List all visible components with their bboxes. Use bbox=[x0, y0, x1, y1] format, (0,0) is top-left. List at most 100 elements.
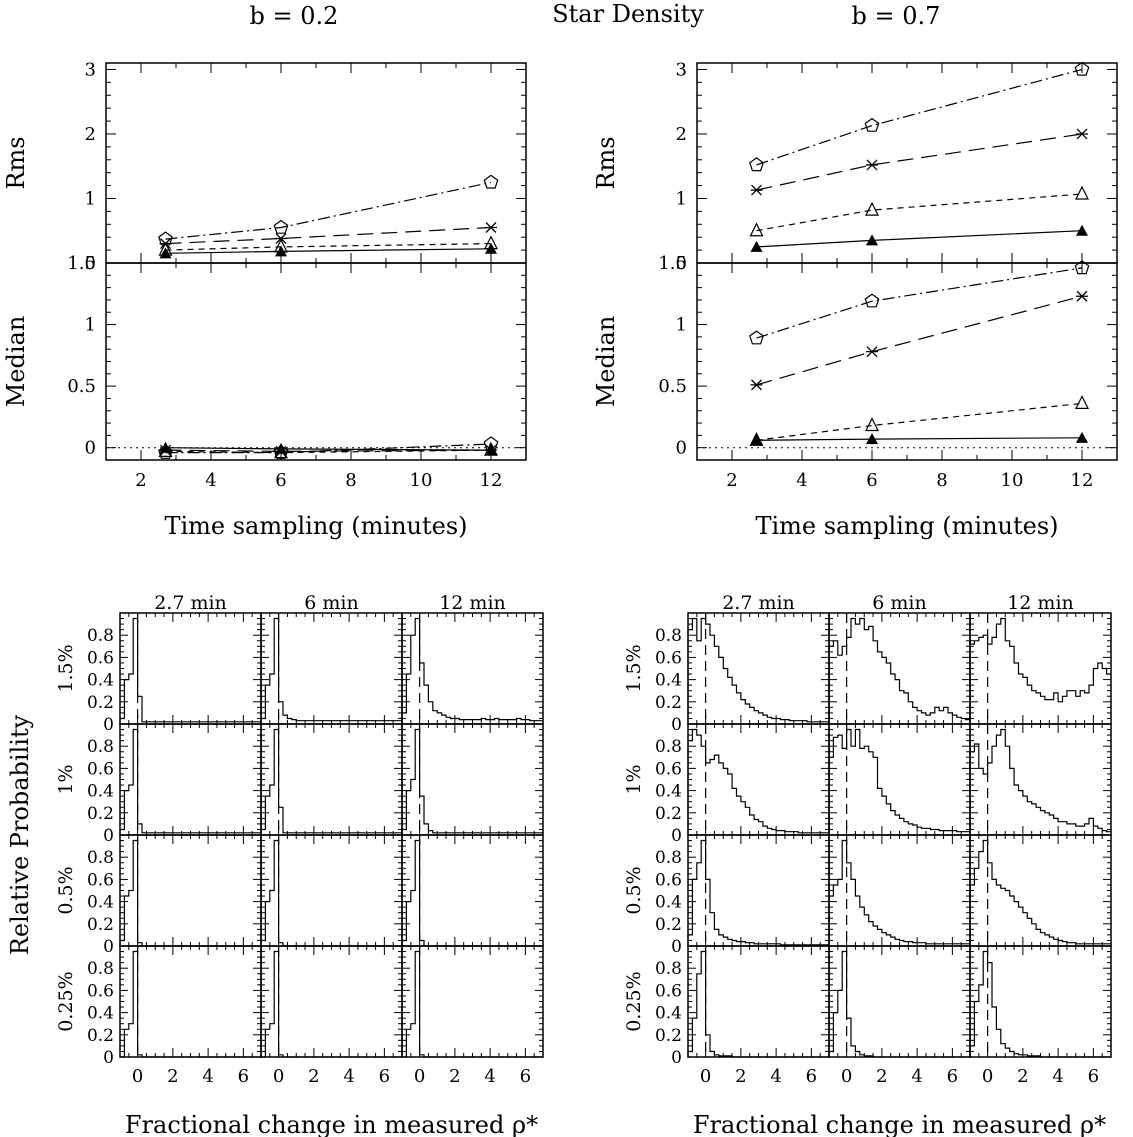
y-tick-label: 0.6 bbox=[655, 870, 682, 890]
y-tick-label: 0 bbox=[103, 937, 114, 957]
data-point-open-triangle bbox=[274, 238, 288, 253]
y-tick-label: 0 bbox=[103, 715, 114, 735]
column-label: 12 min bbox=[439, 592, 506, 614]
data-point-asterisk bbox=[750, 379, 763, 391]
histogram-steps bbox=[828, 728, 970, 835]
subplot-frame bbox=[401, 723, 544, 836]
y-tick-label: 0.4 bbox=[655, 893, 682, 913]
column-label: 2.7 min bbox=[154, 592, 227, 614]
histogram-steps bbox=[260, 839, 402, 947]
data-point-filled-triangle bbox=[275, 245, 287, 257]
series-line-pentagon bbox=[165, 181, 492, 240]
histogram-steps bbox=[969, 617, 1111, 724]
histogram-steps bbox=[969, 728, 1111, 835]
data-point-asterisk bbox=[1076, 128, 1088, 140]
data-point-filled-triangle bbox=[750, 240, 763, 252]
panel-b07-median: 2 4 6 8 10 12 Time sampling (minutes) 0 0.5 1 1.5 M… bbox=[592, 253, 1118, 540]
data-point-asterisk bbox=[275, 233, 287, 244]
subplot-frame bbox=[260, 945, 403, 1058]
y-tick-label: 3 bbox=[85, 59, 96, 80]
row-label: 0.5% bbox=[623, 866, 645, 914]
subplot-frame bbox=[687, 612, 830, 725]
histogram-subplot bbox=[828, 834, 971, 947]
data-point-pentagon bbox=[483, 174, 499, 189]
y-tick-label: 0.2 bbox=[655, 915, 682, 935]
histogram-steps bbox=[401, 617, 543, 724]
y-tick-label: 0 bbox=[85, 438, 96, 459]
histogram-subplot: 0 2 4 6 bbox=[260, 945, 403, 1087]
y-axis-label: Median bbox=[2, 316, 30, 408]
histograms-b07: 2.7 min 6 min 12 min00.20.40.60.81.5%00.20… bbox=[623, 592, 1112, 1137]
column-label: 6 min bbox=[872, 592, 926, 614]
y-tick-label: 0.6 bbox=[87, 648, 114, 668]
x-tick-label: 2 bbox=[135, 470, 146, 491]
y-tick-label: 1 bbox=[676, 188, 687, 209]
y-tick-label: 2 bbox=[85, 124, 96, 145]
histogram-steps bbox=[687, 617, 829, 724]
histogram-subplot: 00.20.4 0.60.8 1.5% bbox=[55, 612, 262, 735]
x-tick-label: 0 bbox=[273, 1066, 284, 1087]
x-tick-label: 0 bbox=[982, 1066, 993, 1087]
plot-frame bbox=[105, 62, 527, 264]
data-point-pentagon bbox=[483, 436, 499, 451]
y-tick-label: 1 bbox=[85, 188, 96, 209]
x-tick-label: 4 bbox=[911, 1066, 922, 1087]
series-line-pentagon bbox=[756, 68, 1083, 166]
data-point-open-triangle bbox=[865, 417, 879, 432]
data-point-open-triangle bbox=[484, 235, 498, 250]
x-tick-label: 4 bbox=[205, 470, 216, 491]
plot-frame bbox=[696, 262, 1118, 461]
y-tick-label: 0 bbox=[671, 937, 682, 957]
data-point-pentagon bbox=[1074, 260, 1090, 275]
series-line-asterisk bbox=[756, 133, 1083, 191]
histogram-steps bbox=[260, 728, 402, 835]
histogram-steps bbox=[687, 950, 829, 1058]
y-tick-label: 3 bbox=[676, 59, 687, 80]
data-point-filled-triangle bbox=[1076, 431, 1088, 443]
histogram-steps bbox=[260, 617, 402, 724]
header-b07: b = 0.7 bbox=[852, 2, 941, 30]
histogram-steps bbox=[828, 617, 970, 724]
data-point-pentagon bbox=[273, 219, 289, 234]
y-tick-label: 0.8 bbox=[655, 626, 682, 646]
y-tick-label: 0.4 bbox=[655, 671, 682, 691]
header-b02: b = 0.2 bbox=[250, 2, 339, 30]
x-tick-label: 6 bbox=[806, 1066, 817, 1087]
y-tick-label: 0.4 bbox=[87, 893, 114, 913]
histogram-steps bbox=[261, 950, 402, 1058]
data-point-pentagon bbox=[273, 444, 289, 459]
plot-frame bbox=[105, 262, 527, 461]
histogram-subplot bbox=[401, 612, 544, 725]
data-point-filled-triangle bbox=[866, 433, 878, 445]
histogram-steps bbox=[969, 950, 1111, 1058]
data-point-pentagon bbox=[864, 117, 880, 132]
series-line-pentagon bbox=[756, 267, 1083, 339]
y-axis-label: Rms bbox=[2, 136, 30, 189]
y-tick-label: 0 bbox=[103, 826, 114, 846]
subplot-frame bbox=[401, 945, 544, 1058]
column-label: 6 min bbox=[304, 592, 358, 614]
y-tick-label: 0.8 bbox=[655, 737, 682, 757]
x-tick-label: 6 bbox=[947, 1066, 958, 1087]
y-tick-label: 0.2 bbox=[655, 1026, 682, 1046]
x-tick-label: 2 bbox=[876, 1066, 887, 1087]
x-tick-label: 6 bbox=[238, 1066, 249, 1087]
y-tick-label: 0.6 bbox=[655, 759, 682, 779]
data-point-asterisk bbox=[750, 184, 763, 196]
x-tick-label: 10 bbox=[1001, 470, 1024, 491]
x-tick-label: 10 bbox=[410, 470, 433, 491]
histogram-subplot bbox=[401, 723, 544, 836]
x-tick-label: 2 bbox=[308, 1066, 319, 1087]
series-line-filled-triangle bbox=[756, 437, 1083, 441]
y-tick-label: 0.2 bbox=[655, 804, 682, 824]
histogram-steps bbox=[119, 617, 261, 724]
row-label: 1% bbox=[623, 764, 645, 794]
y-axis-label: Rms bbox=[592, 136, 620, 189]
data-point-pentagon bbox=[158, 444, 173, 459]
histogram-steps bbox=[401, 728, 543, 835]
histogram-steps bbox=[828, 839, 970, 946]
x-tick-label: 4 bbox=[1052, 1066, 1063, 1087]
y-tick-label: 0 bbox=[85, 253, 96, 274]
subplot-frame bbox=[687, 945, 830, 1058]
